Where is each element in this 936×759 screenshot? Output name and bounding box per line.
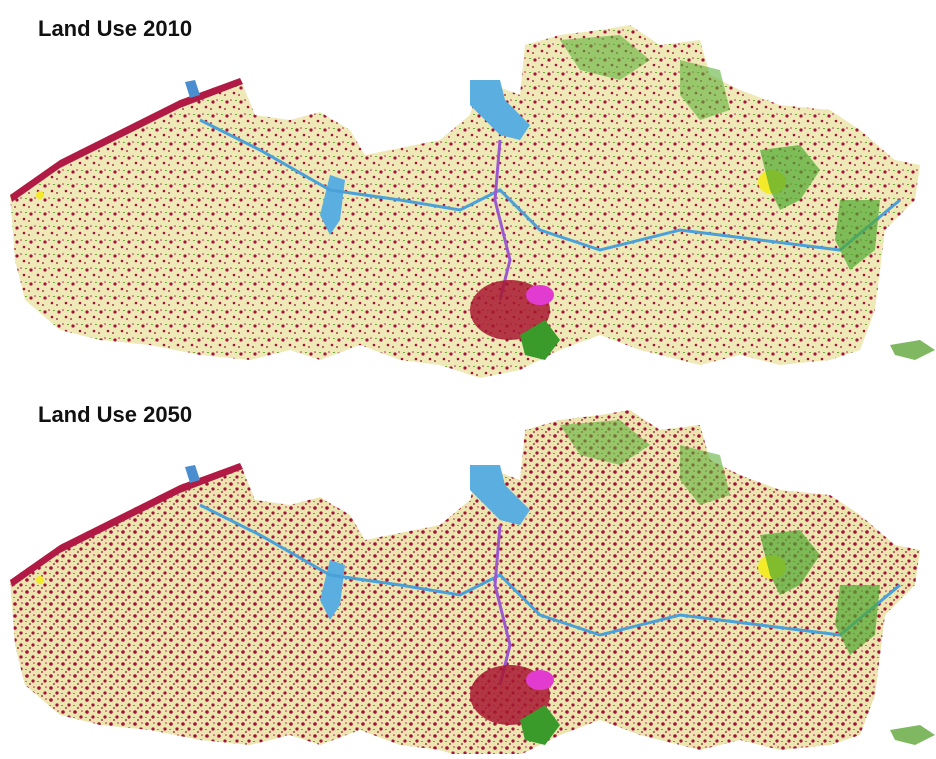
land-use-map — [10, 25, 935, 378]
map-panel: Land Use 2010 — [10, 16, 935, 378]
panel-title: Land Use 2050 — [38, 402, 192, 427]
map-panel: Land Use 2050 — [10, 402, 935, 754]
panel-title: Land Use 2010 — [38, 16, 192, 41]
land-use-map — [10, 410, 935, 754]
map-figure: Land Use 2010 Land Use 2050 — [0, 0, 936, 754]
page: Land Use 2010 Land Use 2050 (() => { con… — [0, 0, 936, 754]
